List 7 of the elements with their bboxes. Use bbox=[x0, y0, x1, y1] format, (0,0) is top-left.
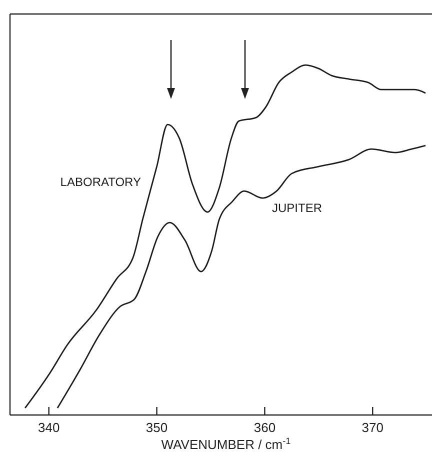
x-tick-label: 340 bbox=[38, 420, 60, 435]
x-tick-label: 370 bbox=[362, 420, 384, 435]
x-tick-label: 360 bbox=[254, 420, 276, 435]
x-axis-title: WAVENUMBER / cm$^{-1}$ bbox=[161, 436, 291, 452]
series-label: LABORATORY bbox=[60, 175, 141, 189]
x-tick-label: 350 bbox=[146, 420, 168, 435]
series-label: JUPITER bbox=[272, 201, 322, 215]
